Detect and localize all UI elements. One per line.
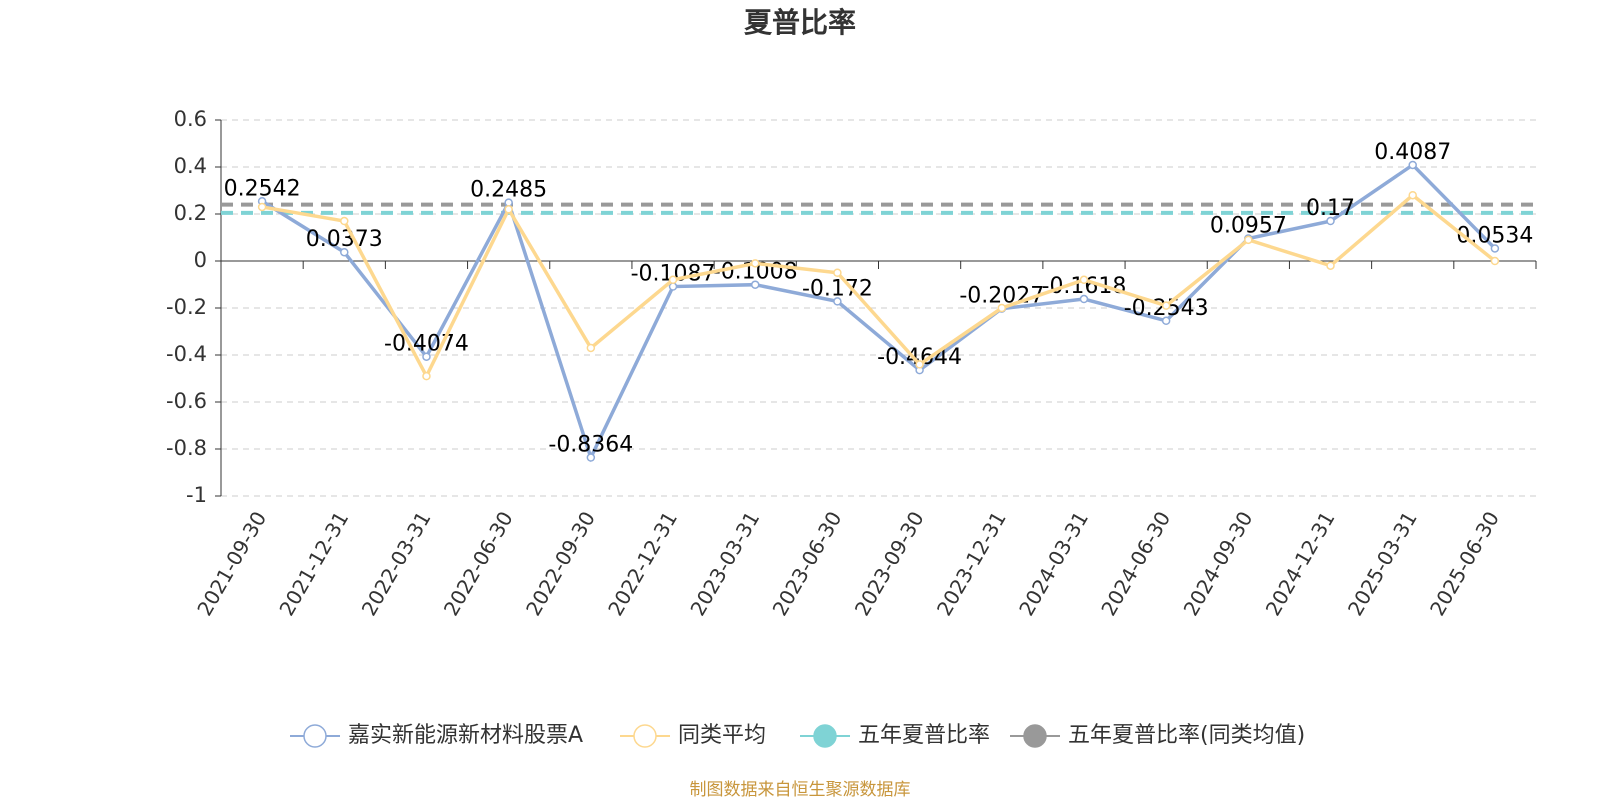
point bbox=[1079, 275, 1089, 285]
point bbox=[997, 303, 1007, 313]
y-tick-label: -0.8 bbox=[166, 436, 207, 460]
y-tick-label: -0.6 bbox=[166, 389, 207, 413]
legend-marker bbox=[813, 724, 837, 748]
point bbox=[1326, 216, 1335, 226]
point bbox=[1326, 261, 1335, 270]
y-tick-label: 0.4 bbox=[174, 154, 207, 178]
y-tick-label: 0 bbox=[194, 248, 207, 272]
x-tick-label: 2023-12-31 bbox=[932, 507, 1011, 620]
legend-marker bbox=[303, 724, 327, 748]
legend-label: 五年夏普比率 bbox=[858, 723, 990, 748]
point bbox=[340, 247, 349, 257]
y-tick-label: -0.2 bbox=[166, 295, 207, 319]
point bbox=[668, 275, 678, 285]
point bbox=[1161, 316, 1171, 326]
point bbox=[586, 343, 596, 353]
point bbox=[915, 360, 924, 369]
source-note: 制图数据来自恒生聚源数据库 bbox=[690, 780, 911, 800]
x-tick-label: 2023-03-31 bbox=[685, 507, 764, 620]
y-tick-label: -1 bbox=[186, 483, 207, 507]
x-tick-label: 2025-06-30 bbox=[1425, 507, 1504, 620]
value-label: 0.2485 bbox=[470, 178, 547, 203]
x-tick-label: 2022-06-30 bbox=[439, 507, 518, 620]
x-tick-label: 2022-12-31 bbox=[603, 507, 682, 620]
legend-marker bbox=[633, 724, 657, 748]
value-label: 0.0373 bbox=[306, 227, 383, 252]
point bbox=[422, 371, 431, 381]
legend-label: 嘉实新能源新材料股票A bbox=[348, 723, 583, 748]
legend-label: 五年夏普比率(同类均值) bbox=[1068, 723, 1305, 748]
point bbox=[1408, 190, 1417, 200]
x-tick-label: 2022-03-31 bbox=[357, 507, 436, 620]
value-label: 0.0957 bbox=[1210, 214, 1287, 239]
x-tick-label: 2023-09-30 bbox=[850, 507, 929, 620]
point bbox=[340, 216, 349, 226]
x-tick-label: 2024-06-30 bbox=[1096, 507, 1175, 620]
point bbox=[1244, 235, 1253, 245]
x-tick-label: 2024-12-31 bbox=[1261, 507, 1340, 620]
series-line bbox=[261, 192, 1497, 380]
x-tick-label: 2025-03-31 bbox=[1343, 507, 1422, 620]
point bbox=[257, 202, 267, 212]
y-tick-label: 0.2 bbox=[174, 201, 207, 225]
series-line bbox=[261, 162, 1497, 463]
y-tick-label: 0.6 bbox=[174, 107, 207, 131]
point bbox=[1490, 256, 1500, 266]
value-label: 0.17 bbox=[1306, 196, 1355, 221]
x-tick-label: 2022-09-30 bbox=[521, 507, 600, 620]
point bbox=[750, 259, 760, 268]
point bbox=[1490, 244, 1500, 253]
x-tick-label: 2024-03-31 bbox=[1014, 507, 1093, 620]
value-label: -0.172 bbox=[802, 276, 873, 301]
x-tick-label: 2023-06-30 bbox=[768, 507, 847, 620]
point bbox=[1161, 301, 1171, 310]
legend-label: 同类平均 bbox=[678, 723, 766, 748]
point bbox=[833, 268, 842, 277]
point bbox=[422, 352, 431, 361]
point bbox=[1079, 294, 1089, 304]
x-tick-label: 2021-09-30 bbox=[192, 507, 271, 620]
point bbox=[750, 280, 760, 289]
value-label: 0.4087 bbox=[1374, 140, 1451, 165]
point bbox=[586, 453, 596, 462]
value-label: 0.0534 bbox=[1456, 223, 1533, 248]
point bbox=[504, 205, 513, 214]
x-tick-label: 2021-12-31 bbox=[274, 507, 353, 620]
point bbox=[833, 297, 842, 306]
y-tick-label: -0.4 bbox=[166, 342, 207, 366]
point bbox=[1408, 160, 1417, 170]
value-label: -0.8364 bbox=[548, 433, 633, 458]
value-label: 0.2542 bbox=[224, 176, 301, 201]
chart-title: 夏普比率 bbox=[744, 6, 856, 39]
value-label: -0.4074 bbox=[384, 332, 469, 357]
x-tick-label: 2024-09-30 bbox=[1179, 507, 1258, 620]
legend-marker bbox=[1023, 724, 1047, 748]
